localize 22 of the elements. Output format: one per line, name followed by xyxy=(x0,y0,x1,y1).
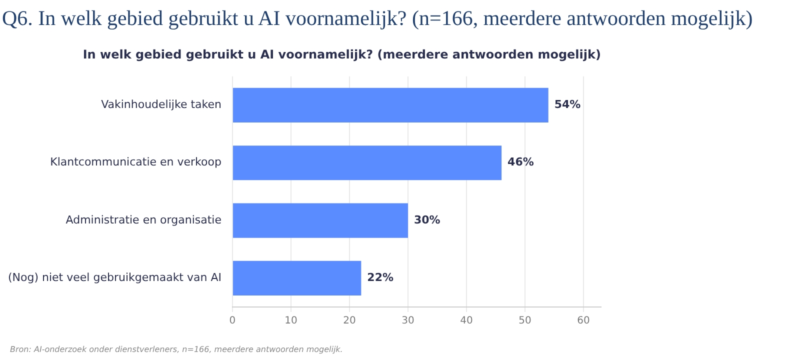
x-tick-label: 20 xyxy=(343,316,356,327)
y-tick-label: Administratie en organisatie xyxy=(66,213,222,226)
bar xyxy=(232,260,362,296)
bar xyxy=(232,146,502,180)
bar xyxy=(232,203,408,238)
x-tick-label: 0 xyxy=(229,316,236,327)
data-label: 22% xyxy=(367,271,394,284)
x-tick-label: 10 xyxy=(284,316,298,327)
y-tick-label: (Nog) niet veel gebruikgemaakt van AI xyxy=(8,271,222,284)
chart-subtitle: In welk gebied gebruikt u AI voornamelijk? (meerdere antwoorden mogelijk) xyxy=(82,47,601,62)
data-label: 46% xyxy=(508,156,534,169)
data-label: 30% xyxy=(414,213,440,226)
x-tick-label: 30 xyxy=(402,316,414,327)
x-tick-label: 40 xyxy=(460,316,473,327)
y-tick-label: Vakinhoudelijke taken xyxy=(101,98,222,112)
text: Bron: AI-onderzoek onder dienstverleners, n=166, meerdere antwoorden mogelijk. xyxy=(10,345,343,354)
x-tick-label: 50 xyxy=(518,316,532,327)
data-label: 54% xyxy=(554,98,581,112)
x-tick-label: 60 xyxy=(577,316,590,327)
chart-title: Q6. In welk gebied gebruikt u AI voornamelijk? (n=166, meerdere antwoorden mogelijk) xyxy=(2,6,753,31)
bar xyxy=(232,88,548,123)
y-tick-label: Klantcommunicatie en verkoop xyxy=(50,156,222,169)
